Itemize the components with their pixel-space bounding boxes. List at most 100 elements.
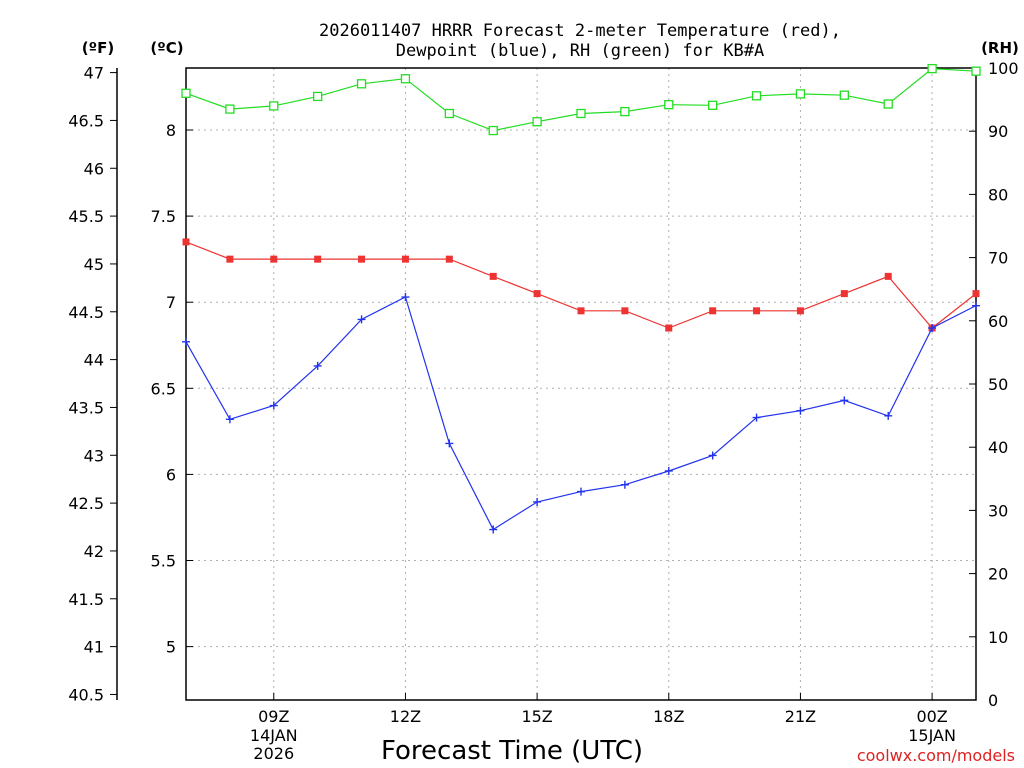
temperature-point [226,255,234,263]
fahrenheit-tick-label: 44 [84,351,104,370]
rh-point [225,104,235,114]
temperature-point [884,272,892,280]
rh-tick-label: 30 [988,501,1008,520]
rh-point [356,79,367,89]
rh-tick-label: 100 [988,59,1019,78]
fahrenheit-tick-label: 45.5 [68,207,104,226]
dewpoint-point [577,487,585,496]
temperature-point [665,324,673,332]
series-group [181,63,981,534]
celsius-tick-label: 6.5 [151,379,176,398]
fahrenheit-tick-label: 46.5 [68,111,104,130]
rh-tick-label: 40 [988,438,1008,457]
chart-title-line-1: 2026011407 HRRR Forecast 2-meter Tempera… [319,21,841,41]
dewpoint-point [445,439,454,448]
plot-frame [185,67,977,701]
rh-tick-label: 80 [988,185,1008,204]
rh-point [576,108,586,119]
temperature-point [445,255,453,263]
temperature-point [753,307,761,315]
time-tick-label: 15Z [521,707,552,726]
temperature-point [709,307,717,315]
temperature-series-line [185,241,977,329]
fahrenheit-tick-label: 41 [84,638,104,657]
time-tick-date: 15JAN [908,726,956,745]
rh-point [444,108,454,119]
rh-tick-label: 10 [988,628,1008,647]
rh-point [488,125,498,136]
dewpoint-point [313,361,322,370]
fahrenheit-tick-label: 45 [84,255,104,274]
time-tick-label: 00Z [916,707,947,726]
temperature-point [270,255,278,263]
dewpoint-point [225,415,234,424]
time-tick-label: 09Z [258,707,289,726]
celsius-tick-label: 8 [166,121,176,140]
rh-point [313,91,323,102]
temperature-point [489,272,497,280]
temperature-point [796,307,804,315]
rh-point [795,89,806,99]
time-tick-date: 14JAN [250,726,298,745]
rh-tick-label: 70 [988,249,1008,268]
temperature-point [621,307,629,315]
credit-link[interactable]: coolwx.com/models [857,746,1015,765]
temperature-point [533,290,541,298]
time-tick-label: 21Z [785,707,816,726]
temperature-point [577,307,585,315]
celsius-tick-label: 7.5 [151,207,176,226]
temperature-point [314,255,322,263]
temperature-point [358,255,366,263]
temperature-point [401,255,409,263]
rh-point [400,74,411,84]
rh-tick-label: 20 [988,565,1008,584]
temperature-point [840,290,848,298]
rh-tick-label: 50 [988,375,1008,394]
dewpoint-point [884,411,893,420]
celsius-tick-label: 7 [166,293,176,312]
dewpoint-point [489,525,498,534]
fahrenheit-tick-label: 47 [84,64,104,83]
fahrenheit-axis: 40.5 41 41.5 42 42.5 43 43.5 44 44.5 45 45.5 46 46.5… [68,64,118,704]
rh-point [269,101,279,111]
dewpoint-point [182,337,190,346]
rh-point [883,99,893,109]
chart-title-line-2: Dewpoint (blue), RH (green) for KB#A [396,41,764,61]
celsius-tick-label: 6 [166,465,176,484]
dewpoint-point [840,396,849,405]
dewpoint-point [533,497,542,506]
time-tick-label: 12Z [390,707,421,726]
celsius-axis-unit: (ºC) [150,39,183,57]
temperature-point [182,238,190,246]
fahrenheit-tick-label: 43 [84,446,104,465]
dewpoint-point [620,480,629,489]
rh-tick-label: 0 [988,691,998,710]
rh-point [971,66,981,76]
rh-point [927,63,937,74]
dewpoint-point [752,413,761,422]
celsius-tick-label: 5.5 [151,552,176,571]
rh-point [839,90,849,100]
fahrenheit-tick-label: 42 [84,542,104,561]
fahrenheit-tick-label: 46 [84,159,104,178]
rh-tick-label: 90 [988,122,1008,141]
rh-point [664,100,674,110]
dewpoint-point [928,324,937,333]
rh-point [181,88,191,98]
fahrenheit-tick-label: 41.5 [68,590,104,609]
celsius-axis: 5 5.5 6 6.5 7 7.5 8 [151,121,193,657]
rh-point [532,117,542,127]
dewpoint-point [796,406,805,415]
time-tick-label: 18Z [653,707,684,726]
x-axis-title: Forecast Time (UTC) [381,736,643,766]
rh-point [708,100,718,110]
fahrenheit-tick-label: 43.5 [68,398,104,417]
gridlines [186,68,976,700]
rh-axis-unit: (RH) [981,39,1019,57]
rh-series-line [185,67,977,132]
time-tick-year: 2026 [253,744,294,763]
dewpoint-point [664,466,673,475]
temperature-point [972,290,980,298]
